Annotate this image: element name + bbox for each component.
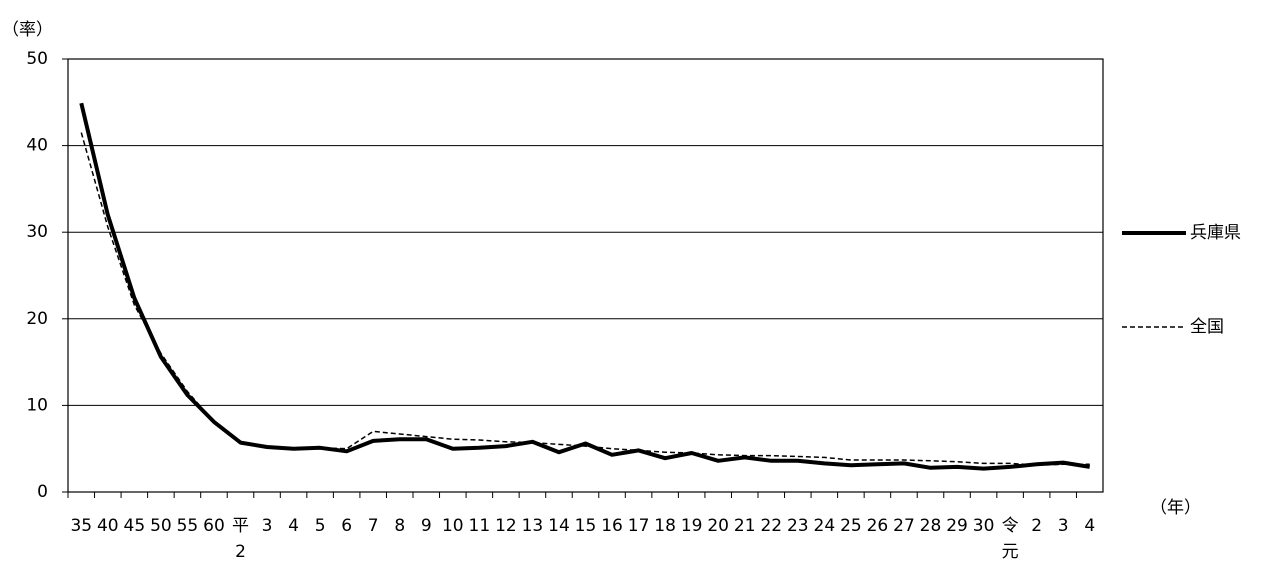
x-tick-label: 24 <box>814 516 836 536</box>
x-tick-label: 23 <box>787 516 809 536</box>
series-line <box>80 132 1090 466</box>
x-tick-label: 3 <box>1058 516 1069 536</box>
x-tick-label: 40 <box>97 516 119 536</box>
x-tick-label: 3 <box>262 516 273 536</box>
plot-frame <box>67 58 1104 493</box>
x-tick-label: 12 <box>495 516 517 536</box>
x-tick-label: 22 <box>760 516 782 536</box>
legend-label: 全国 <box>1190 317 1224 337</box>
x-tick-label: 17 <box>628 516 650 536</box>
x-tick-label: 令元 <box>1002 516 1019 562</box>
x-tick-label: 21 <box>734 516 756 536</box>
x-tick-label: 6 <box>341 516 352 536</box>
y-tick-label: 20 <box>26 309 48 329</box>
x-tick-label: 8 <box>394 516 405 536</box>
x-tick-label: 45 <box>124 516 146 536</box>
y-axis-label: （率） <box>2 20 53 40</box>
x-tick-label: 5 <box>315 516 326 536</box>
y-tick-label: 30 <box>26 222 48 242</box>
x-tick-label: 13 <box>522 516 544 536</box>
y-tick-label: 50 <box>26 49 48 69</box>
x-tick-label: 10 <box>442 516 464 536</box>
x-tick-label: 35 <box>70 516 92 536</box>
x-tick-label: 9 <box>421 516 432 536</box>
x-tick-label: 14 <box>548 516 570 536</box>
x-tick-label: 19 <box>681 516 703 536</box>
x-tick-label: 4 <box>1084 516 1095 536</box>
x-tick-label: 11 <box>469 516 491 536</box>
x-tick-label: 50 <box>150 516 172 536</box>
x-tick-label: 60 <box>203 516 225 536</box>
y-tick-label: 0 <box>37 482 48 502</box>
x-tick-label: 16 <box>601 516 623 536</box>
x-tick-label: 18 <box>654 516 676 536</box>
x-tick-label: 15 <box>575 516 597 536</box>
x-tick-label: 55 <box>177 516 199 536</box>
x-tick-label: 27 <box>893 516 915 536</box>
x-tick-label: 7 <box>368 516 379 536</box>
y-tick-label: 10 <box>26 395 48 415</box>
y-tick-label: 40 <box>26 136 48 156</box>
x-tick-label: 26 <box>867 516 889 536</box>
legend-label: 兵庫県 <box>1190 223 1241 243</box>
x-tick-label: 28 <box>920 516 942 536</box>
series-line <box>79 102 1091 471</box>
x-tick-label: 2 <box>1031 516 1042 536</box>
x-tick-label: 4 <box>288 516 299 536</box>
x-axis-label: （年） <box>1150 498 1201 518</box>
x-tick-label: 25 <box>840 516 862 536</box>
x-tick-label: 20 <box>707 516 729 536</box>
x-tick-label: 29 <box>946 516 968 536</box>
x-tick-label: 30 <box>973 516 995 536</box>
